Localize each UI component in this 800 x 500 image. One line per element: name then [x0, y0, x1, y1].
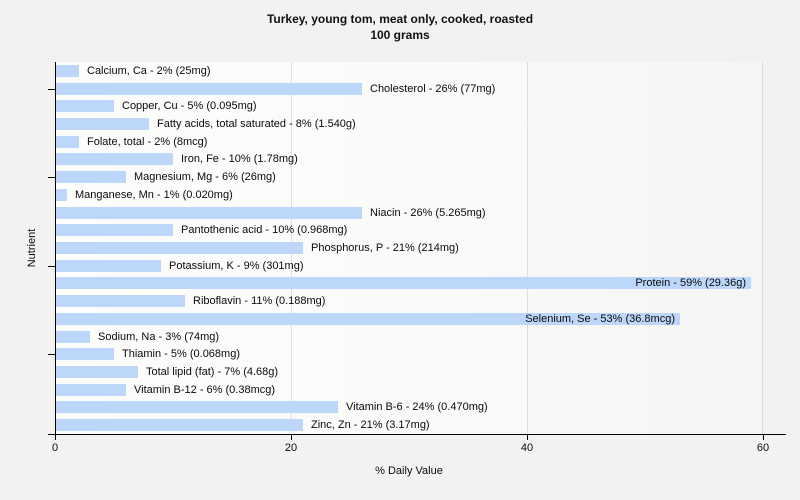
bar [55, 171, 126, 184]
bar-row: Protein - 59% (29.36g) [55, 275, 762, 293]
bar [55, 419, 303, 432]
bar-row: Manganese, Mn - 1% (0.020mg) [55, 186, 762, 204]
bar-row: Fatty acids, total saturated - 8% (1.540… [55, 115, 762, 133]
bar-row: Iron, Fe - 10% (1.78mg) [55, 151, 762, 169]
y-tick-mark [48, 266, 55, 267]
bar-label: Phosphorus, P - 21% (214mg) [311, 241, 459, 254]
bar-label: Vitamin B-6 - 24% (0.470mg) [346, 401, 488, 414]
bar-row: Potassium, K - 9% (301mg) [55, 257, 762, 275]
bar-label: Copper, Cu - 5% (0.095mg) [122, 100, 257, 113]
chart-title: Turkey, young tom, meat only, cooked, ro… [266, 12, 534, 26]
bar-row: Copper, Cu - 5% (0.095mg) [55, 97, 762, 115]
bar [55, 348, 114, 361]
bar-row: Total lipid (fat) - 7% (4.68g) [55, 363, 762, 381]
x-tick-mark [527, 434, 528, 440]
x-tick-label: 20 [284, 442, 298, 454]
bar-row: Sodium, Na - 3% (74mg) [55, 328, 762, 346]
bar-row: Cholesterol - 26% (77mg) [55, 80, 762, 98]
bar-row: Selenium, Se - 53% (36.8mcg) [55, 310, 762, 328]
bar-label: Vitamin B-12 - 6% (0.38mcg) [134, 383, 276, 396]
y-tick-mark [48, 89, 55, 90]
y-axis-line [55, 62, 56, 434]
x-tick-label: 40 [520, 442, 534, 454]
bar-row: Calcium, Ca - 2% (25mg) [55, 62, 762, 80]
gridline-x-40 [527, 62, 528, 434]
bar-label: Cholesterol - 26% (77mg) [370, 82, 496, 95]
bar [55, 82, 362, 95]
bar-row: Phosphorus, P - 21% (214mg) [55, 239, 762, 257]
bar-row: Riboflavin - 11% (0.188mg) [55, 292, 762, 310]
bar [55, 188, 67, 201]
bar-label: Manganese, Mn - 1% (0.020mg) [75, 188, 233, 201]
bar-label: Selenium, Se - 53% (36.8mcg) [525, 312, 675, 325]
bar [55, 135, 79, 148]
bar-row: Niacin - 26% (5.265mg) [55, 204, 762, 222]
plot-area: Calcium, Ca - 2% (25mg) Cholesterol - 26%… [55, 62, 763, 434]
bar-row: Vitamin B-6 - 24% (0.470mg) [55, 399, 762, 417]
bar [55, 383, 126, 396]
bar [55, 153, 173, 166]
y-axis-title: Nutrient [26, 228, 38, 268]
bar-row: Pantothenic acid - 10% (0.968mg) [55, 221, 762, 239]
x-tick-label: 60 [756, 442, 770, 454]
bar-row: Folate, total - 2% (8mcg) [55, 133, 762, 151]
bar [55, 259, 161, 272]
bar [55, 241, 303, 254]
bar-label: Potassium, K - 9% (301mg) [169, 259, 304, 272]
x-axis-title: % Daily Value [375, 465, 443, 477]
bar-label: Pantothenic acid - 10% (0.968mg) [181, 224, 348, 237]
bar-label: Thiamin - 5% (0.068mg) [122, 348, 240, 361]
bar [55, 330, 90, 343]
bar [55, 206, 362, 219]
bar-label: Total lipid (fat) - 7% (4.68g) [146, 365, 279, 378]
bar [55, 277, 751, 290]
chart-subtitle: 100 grams [370, 28, 430, 42]
bar [55, 312, 680, 325]
bar [55, 295, 185, 308]
bar [55, 365, 138, 378]
bar-label: Calcium, Ca - 2% (25mg) [87, 64, 211, 77]
x-axis-line [48, 434, 786, 435]
bar-label: Iron, Fe - 10% (1.78mg) [181, 153, 298, 166]
chart-title-block: Turkey, young tom, meat only, cooked, ro… [0, 11, 800, 43]
bar [55, 224, 173, 237]
y-tick-mark [48, 354, 55, 355]
x-tick-mark [291, 434, 292, 440]
y-tick-mark [48, 177, 55, 178]
x-tick-label: 0 [51, 442, 59, 454]
bar [55, 100, 114, 113]
bar-label: Riboflavin - 11% (0.188mg) [193, 295, 326, 308]
bar-label: Protein - 59% (29.36g) [635, 277, 746, 290]
bar-row: Zinc, Zn - 21% (3.17mg) [55, 416, 762, 434]
bar-label: Zinc, Zn - 21% (3.17mg) [311, 419, 430, 432]
bar-label: Folate, total - 2% (8mcg) [87, 135, 208, 148]
bar-label: Fatty acids, total saturated - 8% (1.540… [157, 117, 356, 130]
bar-label: Magnesium, Mg - 6% (26mg) [134, 171, 276, 184]
bar-row: Magnesium, Mg - 6% (26mg) [55, 168, 762, 186]
bar [55, 117, 149, 130]
bar-label: Sodium, Na - 3% (74mg) [98, 330, 220, 343]
bar-label: Niacin - 26% (5.265mg) [370, 206, 486, 219]
x-tick-mark [763, 434, 764, 440]
bar [55, 401, 338, 414]
x-tick-mark [55, 434, 56, 440]
bar-row: Vitamin B-12 - 6% (0.38mcg) [55, 381, 762, 399]
bar [55, 64, 79, 77]
bar-row: Thiamin - 5% (0.068mg) [55, 345, 762, 363]
